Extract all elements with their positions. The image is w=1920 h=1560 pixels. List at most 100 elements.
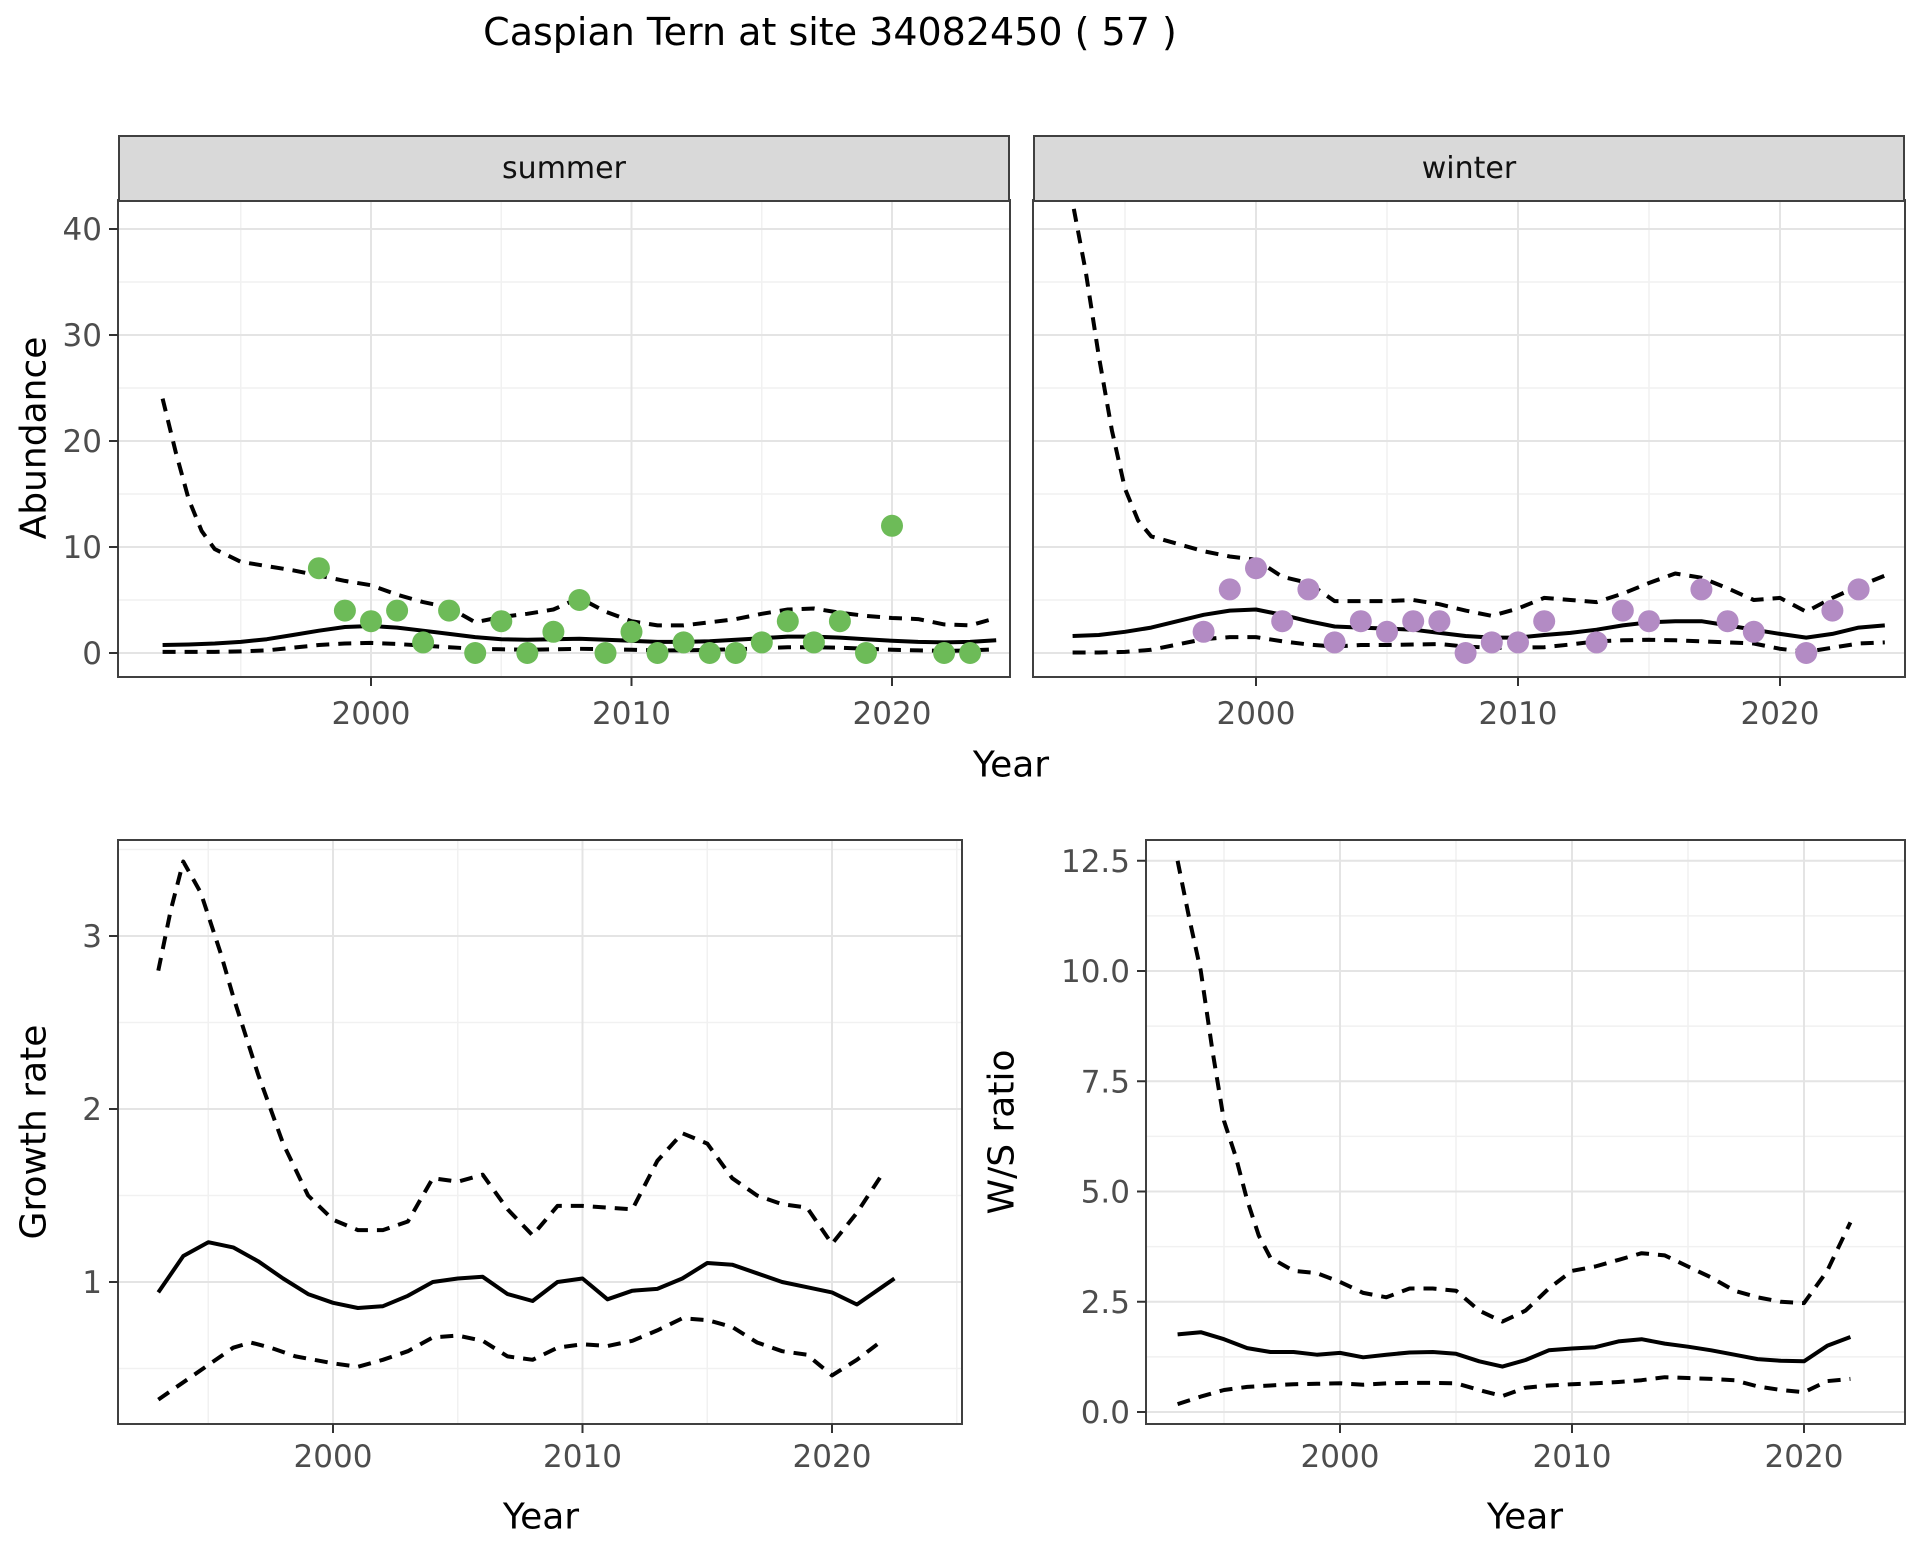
data-point	[1690, 578, 1713, 601]
y-axis-title-abundance: Abundance	[13, 336, 55, 540]
upper95-ci-line	[1175, 860, 1853, 1324]
data-point	[1821, 599, 1844, 622]
x-tick-label: 2010	[592, 696, 671, 732]
data-point	[1480, 631, 1503, 654]
ws-ratio-panel: 2000 2010 2020 0.0 2.5 5.0 7.5 10.0 12.5	[1061, 839, 1906, 1475]
y-tick-label: 2.5	[1081, 1285, 1130, 1321]
data-point	[1271, 610, 1294, 633]
data-point	[1323, 631, 1346, 654]
data-point	[1533, 610, 1556, 633]
data-point	[724, 642, 747, 664]
y-axis-title-growth: Growth rate	[13, 1024, 55, 1240]
x-tick-label: 2020	[1741, 696, 1820, 732]
upper95-ci-line	[160, 398, 997, 628]
data-point	[1192, 620, 1215, 643]
y-tick-label: 3	[82, 919, 102, 955]
facet-label-winter: winter	[1421, 151, 1517, 186]
data-point	[1638, 610, 1660, 633]
facet-strip-summer: summer	[118, 135, 1010, 202]
x-tick-label: 2020	[793, 1439, 872, 1475]
facet-strip-winter: winter	[1033, 135, 1905, 202]
data-point	[1795, 642, 1818, 664]
y-tick-label: 0	[82, 636, 102, 672]
panel-background	[118, 200, 1010, 677]
panel-border	[117, 839, 963, 1425]
abundance-winter-panel: 2000 2010 2020	[1032, 199, 1906, 732]
y-tick-label: 40	[63, 212, 102, 248]
data-point	[360, 610, 382, 633]
x-axis-title-ws: Year	[1486, 1496, 1564, 1538]
mean-line	[162, 624, 997, 647]
data-point	[828, 610, 851, 633]
data-point	[776, 610, 799, 633]
data-point	[1297, 578, 1320, 601]
y-tick-label: 30	[63, 318, 102, 354]
data-point	[1611, 599, 1634, 622]
lower95-ci-line	[1176, 1375, 1851, 1407]
lower95-ci-line	[157, 1316, 884, 1402]
data-point	[750, 631, 773, 654]
data-point	[490, 610, 513, 633]
y-tick-label: 12.5	[1061, 844, 1130, 880]
y-tick-label: 2	[82, 1092, 102, 1128]
x-axis-title-top: Year	[972, 744, 1050, 786]
panel-background	[118, 840, 962, 1424]
data-point	[464, 642, 487, 664]
data-point	[1428, 610, 1451, 633]
y-tick-label: 10.0	[1061, 954, 1130, 990]
x-tick-label: 2000	[332, 696, 411, 732]
data-point	[802, 631, 825, 654]
x-tick-label: 2010	[543, 1439, 622, 1475]
x-tick-label: 2000	[1301, 1439, 1380, 1475]
series-group	[1175, 860, 1853, 1407]
data-point	[1349, 610, 1372, 633]
y-tick-label: 7.5	[1081, 1064, 1130, 1100]
data-point	[307, 557, 330, 580]
x-axis-title-growth: Year	[502, 1496, 580, 1538]
data-point	[438, 599, 461, 622]
data-point	[1507, 631, 1529, 654]
data-point	[959, 642, 982, 664]
upper95-ci-line	[1070, 200, 1886, 618]
x-tick-label: 2000	[294, 1439, 373, 1475]
data-point	[1716, 610, 1739, 633]
y-tick-label: 1	[82, 1265, 102, 1301]
series-group	[156, 859, 896, 1402]
series-group	[1070, 200, 1886, 664]
series-group	[160, 398, 997, 664]
data-point	[568, 589, 591, 611]
panel-background	[1033, 200, 1905, 677]
chart-title: Caspian Tern at site 34082450 ( 57 )	[483, 10, 1177, 54]
data-point	[1218, 578, 1241, 601]
data-point	[412, 631, 435, 654]
data-point	[698, 642, 721, 664]
y-tick-label: 5.0	[1081, 1175, 1130, 1211]
x-tick-label: 2020	[853, 696, 932, 732]
data-point	[1376, 620, 1398, 643]
data-point	[1742, 620, 1765, 643]
abundance-summer-panel: 2000 2010 2020 0 10 20 30 40	[63, 199, 1011, 732]
data-point	[1847, 578, 1870, 601]
facet-label-summer: summer	[502, 151, 626, 186]
lower95-ci-line	[162, 640, 997, 654]
data-point	[594, 642, 617, 664]
data-point	[386, 599, 409, 622]
data-point	[1245, 557, 1267, 580]
data-point	[672, 631, 695, 654]
mean-line	[156, 1240, 896, 1310]
data-point	[881, 514, 903, 537]
growth-rate-panel: 2000 2010 2020 1 2 3	[82, 839, 963, 1475]
y-axis-title-ws: W/S ratio	[981, 1049, 1023, 1215]
y-tick-label: 0.0	[1081, 1395, 1130, 1431]
x-tick-label: 2000	[1217, 696, 1296, 732]
data-point	[1402, 610, 1425, 633]
x-tick-label: 2010	[1479, 696, 1558, 732]
data-point	[646, 642, 669, 664]
data-point	[855, 642, 877, 664]
data-point	[1585, 631, 1608, 654]
panel-background	[1146, 840, 1905, 1424]
y-tick-label: 10	[63, 530, 102, 566]
data-point	[1454, 642, 1477, 664]
